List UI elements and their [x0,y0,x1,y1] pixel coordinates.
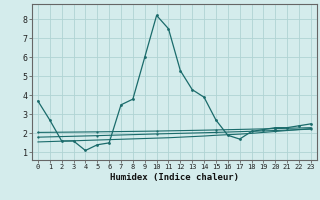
X-axis label: Humidex (Indice chaleur): Humidex (Indice chaleur) [110,173,239,182]
